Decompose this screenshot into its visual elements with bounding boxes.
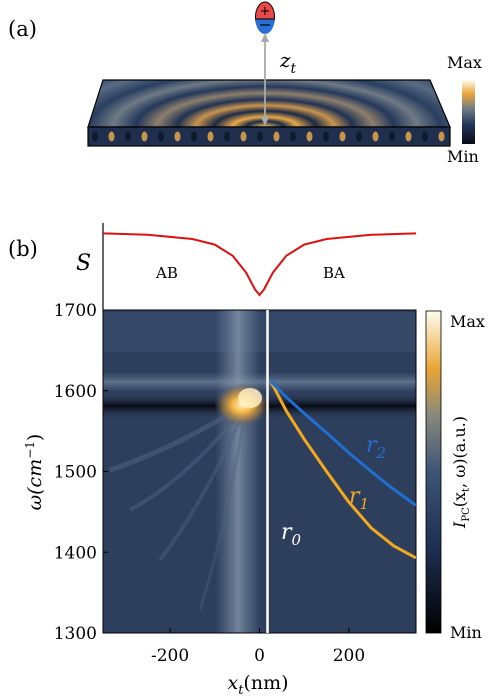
slab-front-dot [323, 131, 329, 142]
slab-front-dot [158, 131, 164, 142]
slab-front-dot [405, 131, 412, 142]
panel-a-label: (a) [8, 17, 37, 41]
slab-front-dot [422, 131, 428, 142]
r0-label: r0 [281, 520, 302, 549]
slab-front-dot [438, 131, 445, 142]
slab-front-face [87, 126, 451, 147]
region-right-label: BA [323, 264, 345, 282]
colorbar-b-max: Max [450, 312, 485, 331]
x-tick-label: 200 [333, 646, 365, 666]
slab-front-dot [339, 131, 346, 142]
series-r2 [269, 380, 416, 507]
y-axis-label: ω(cm−1) [23, 434, 46, 511]
probe-tip: + [255, 1, 275, 35]
y-tick-label: 1600 [54, 382, 97, 402]
colorbar-b [425, 310, 442, 634]
heatmap [103, 310, 416, 633]
slab-front-dot [372, 131, 379, 142]
s-axis-label: S [76, 251, 91, 276]
slab-front-dot [257, 131, 263, 142]
y-tick-label: 1500 [54, 463, 97, 483]
colorbar-a-max: Max [447, 53, 482, 72]
s-curve [102, 232, 417, 297]
series-r1 [269, 380, 416, 560]
slab-front-dot [306, 131, 313, 142]
slab-front-dot [240, 131, 247, 142]
slab-top-surface [88, 80, 450, 127]
x-tick-label: 0 [254, 646, 265, 666]
slab-front-dot [224, 131, 230, 142]
y-tick-label: 1400 [54, 543, 97, 563]
y-tick-label: 1300 [54, 624, 97, 644]
svg-text:+: + [260, 4, 271, 19]
panel-b-label: (b) [8, 237, 38, 261]
y-tick-label: 1700 [54, 301, 97, 321]
r1-label: r1 [349, 484, 369, 513]
slab-front-dot [108, 131, 115, 142]
colorbar-a-min: Min [447, 147, 479, 166]
colorbar-b-min: Min [450, 623, 482, 642]
colorbar-a [462, 80, 475, 144]
slab-front-dot [290, 131, 296, 142]
slab-front-dot [389, 131, 395, 142]
probe-height-label: zt [279, 48, 297, 77]
slab-front-dot [174, 131, 181, 142]
slab-front-dot [207, 131, 214, 142]
x-tick-label: -200 [151, 646, 189, 666]
slab-front-dot [273, 131, 280, 142]
x-axis-label: xt(nm) [227, 672, 288, 698]
slab-front-dot [356, 131, 362, 142]
r2-label: r2 [366, 433, 386, 462]
region-left-label: AB [155, 264, 178, 282]
slab-front-dot [191, 131, 197, 142]
slab-front-dot [141, 131, 148, 142]
slab-front-dot [125, 131, 131, 142]
colorbar-b-label: IPC(xt, ω)(a.u.) [450, 416, 472, 529]
slab-front-dot [92, 131, 98, 142]
